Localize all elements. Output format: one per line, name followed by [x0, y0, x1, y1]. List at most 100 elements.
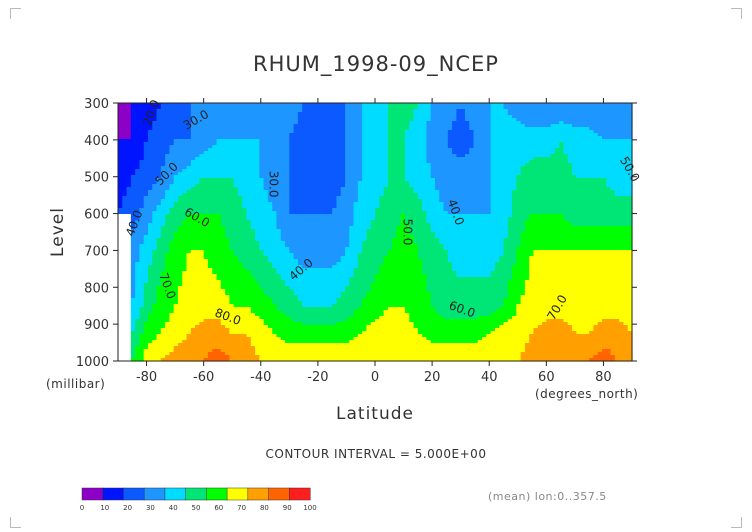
field-cell [512, 223, 517, 227]
field-cell [387, 151, 393, 155]
field-cell [156, 133, 162, 137]
field-cell [297, 223, 303, 227]
field-cell [464, 223, 470, 227]
field-cell [297, 184, 303, 188]
field-cell [430, 124, 436, 128]
field-cell [460, 112, 466, 116]
field-cell [456, 130, 462, 134]
field-cell [576, 133, 582, 137]
field-cell [559, 187, 565, 191]
field-cell [490, 172, 496, 176]
field-cell [464, 193, 470, 197]
field-cell [315, 112, 320, 116]
field-cell [272, 139, 278, 143]
field-cell [220, 139, 226, 143]
field-cell [370, 151, 376, 155]
field-cell [469, 157, 475, 161]
field-cell [460, 136, 466, 140]
field-cell [572, 130, 577, 134]
field-cell [160, 127, 166, 131]
field-cell [267, 169, 273, 173]
field-cell [507, 217, 513, 221]
field-cell [537, 214, 543, 218]
field-cell [602, 142, 607, 146]
field-cell [619, 178, 625, 182]
field-cell [173, 172, 179, 176]
field-cell [229, 157, 235, 161]
field-cell [293, 157, 299, 161]
field-cell [460, 154, 466, 158]
field-cell [327, 208, 333, 212]
field-cell [139, 103, 145, 107]
field-cell [567, 121, 573, 125]
field-cell [499, 223, 505, 227]
field-cell [619, 130, 625, 134]
field-cell [195, 187, 200, 191]
field-cell [627, 199, 633, 203]
field-cell [186, 169, 192, 173]
field-cell [306, 133, 312, 137]
field-cell [456, 160, 462, 164]
field-cell [460, 220, 466, 224]
field-cell [537, 196, 543, 200]
field-cell [207, 220, 213, 224]
field-cell [302, 112, 308, 116]
field-cell [619, 190, 625, 194]
field-cell [289, 187, 295, 191]
field-cell [165, 217, 170, 221]
field-cell [229, 184, 235, 188]
field-cell [332, 133, 338, 137]
field-cell [310, 178, 316, 182]
field-cell [340, 190, 346, 194]
field-cell [233, 124, 239, 128]
field-cell [477, 157, 483, 161]
field-cell [349, 136, 355, 140]
field-cell [237, 184, 243, 188]
field-cell [323, 223, 329, 227]
field-cell [602, 166, 607, 170]
field-cell [220, 172, 226, 176]
field-cell [559, 133, 565, 137]
field-cell [597, 160, 603, 164]
field-cell [345, 112, 350, 116]
field-cell [302, 169, 308, 173]
field-cell [469, 145, 475, 149]
field-cell [597, 220, 603, 224]
field-cell [550, 175, 556, 179]
field-cell [584, 133, 590, 137]
field-cell [623, 175, 629, 179]
field-cell [396, 160, 402, 164]
field-cell [246, 106, 252, 110]
field-cell [272, 187, 278, 191]
field-cell [212, 166, 218, 170]
field-cell [537, 118, 543, 122]
field-cell [559, 208, 565, 212]
field-cell [362, 172, 368, 176]
field-cell [379, 181, 385, 185]
field-cell [177, 145, 183, 149]
field-cell [447, 124, 453, 128]
field-cell [366, 121, 372, 125]
field-cell [409, 160, 415, 164]
field-cell [165, 163, 170, 167]
field-cell [255, 142, 260, 146]
field-cell [396, 214, 402, 218]
field-cell [627, 133, 633, 137]
field-cell [422, 124, 427, 128]
field-cell [392, 184, 398, 188]
field-cell [602, 157, 607, 161]
field-cell [259, 196, 265, 200]
field-cell [627, 202, 633, 206]
field-cell [537, 208, 543, 212]
field-cell [396, 118, 402, 122]
field-cell [357, 169, 363, 173]
field-cell [190, 112, 196, 116]
field-cell [413, 121, 419, 125]
field-cell [118, 142, 123, 146]
field-cell [554, 154, 560, 158]
field-cell [422, 199, 427, 203]
field-cell [563, 109, 569, 113]
field-cell [345, 172, 350, 176]
field-cell [246, 103, 252, 107]
field-cell [370, 184, 376, 188]
